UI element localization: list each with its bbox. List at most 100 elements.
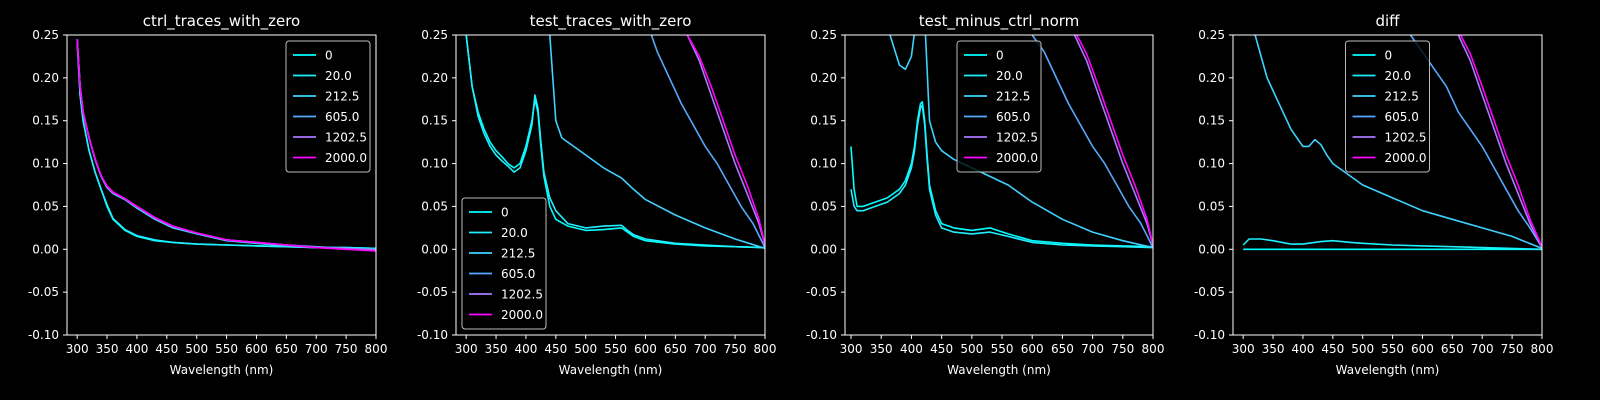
- legend: 0 20.0 212.5 605.0 1202.5 2000.0: [956, 40, 1042, 173]
- series-line-5: [1457, 35, 1542, 248]
- x-tick-label: 800: [754, 342, 777, 356]
- legend-label: 20.0: [996, 69, 1023, 83]
- x-tick-label: 400: [900, 342, 923, 356]
- x-tick-label: 450: [155, 342, 178, 356]
- x-tick-label: 600: [1411, 342, 1434, 356]
- y-tick-label: 0.05: [810, 199, 837, 213]
- y-tick-label: 0.10: [1198, 157, 1225, 171]
- x-axis-label: Wavelength (nm): [1336, 363, 1440, 377]
- legend-label: 212.5: [996, 90, 1030, 104]
- legend-label: 20.0: [501, 226, 528, 240]
- x-tick-label: 750: [1111, 342, 1134, 356]
- x-tick-label: 650: [1051, 342, 1074, 356]
- series-line-5: [1073, 35, 1153, 246]
- chart-title: test_traces_with_zero: [530, 12, 692, 31]
- legend-label: 1202.5: [325, 131, 367, 145]
- legend-label: 212.5: [325, 90, 359, 104]
- y-tick-label: 0.00: [810, 242, 837, 256]
- x-tick-label: 350: [485, 342, 508, 356]
- series-line-2: [850, 104, 1153, 249]
- legend-label: 212.5: [501, 247, 535, 261]
- series-line-5: [686, 35, 765, 246]
- x-axis-label: Wavelength (nm): [947, 363, 1051, 377]
- y-tick-label: 0.25: [810, 28, 837, 42]
- y-tick-label: 0.20: [32, 71, 59, 85]
- x-tick-label: 650: [275, 342, 298, 356]
- x-tick-label: 750: [724, 342, 747, 356]
- y-tick-label: 0.05: [421, 199, 448, 213]
- x-tick-label: 300: [840, 342, 863, 356]
- y-tick-label: 0.15: [32, 114, 59, 128]
- y-tick-label: 0.05: [1198, 199, 1225, 213]
- y-tick-label: 0.25: [1198, 28, 1225, 42]
- x-tick-label: 400: [125, 342, 148, 356]
- series-line-4: [1031, 35, 1153, 248]
- legend-label: 2000.0: [1385, 151, 1427, 165]
- series-group: [76, 39, 376, 252]
- x-tick-label: 700: [694, 342, 717, 356]
- legend: 0 20.0 212.5 605.0 1202.5 2000.0: [461, 197, 547, 330]
- x-axis-label: Wavelength (nm): [170, 363, 274, 377]
- x-tick-label: 550: [991, 342, 1014, 356]
- series-line-4: [650, 35, 765, 248]
- x-tick-label: 800: [1531, 342, 1554, 356]
- legend-label: 605.0: [1385, 110, 1419, 124]
- x-tick-label: 600: [245, 342, 268, 356]
- x-tick-label: 550: [215, 342, 238, 356]
- y-tick-label: -0.05: [1194, 285, 1225, 299]
- axes-frame: [1232, 34, 1543, 336]
- chart-title: diff: [1375, 12, 1400, 30]
- y-tick-label: -0.10: [806, 328, 837, 342]
- chart-panel-4: diff 300 350 400 450 500 550 600 650 700 750 800 -0.…: [1194, 12, 1554, 377]
- x-tick-label: 350: [1262, 342, 1285, 356]
- series-line-3: [889, 35, 1153, 249]
- legend-label: 0: [325, 49, 333, 63]
- y-tick-label: 0.10: [421, 157, 448, 171]
- axes-frame: [66, 34, 377, 336]
- series-group: [1242, 35, 1542, 251]
- x-tick-label: 450: [930, 342, 953, 356]
- series-line-2: [1242, 238, 1542, 251]
- x-tick-label: 300: [1232, 342, 1255, 356]
- legend-label: 212.5: [1385, 90, 1419, 104]
- y-tick-label: 0.25: [32, 28, 59, 42]
- legend-label: 1202.5: [1385, 131, 1427, 145]
- y-tick-label: 0.15: [421, 114, 448, 128]
- x-tick-label: 500: [1351, 342, 1374, 356]
- x-tick-label: 600: [1021, 342, 1044, 356]
- legend: 0 20.0 212.5 605.0 1202.5 2000.0: [1345, 40, 1430, 173]
- y-tick-label: 0.10: [810, 157, 837, 171]
- legend-label: 605.0: [325, 110, 359, 124]
- x-tick-label: 550: [1381, 342, 1404, 356]
- legend-label: 2000.0: [501, 308, 543, 322]
- y-tick-label: 0.00: [1198, 242, 1225, 256]
- x-tick-label: 350: [96, 342, 119, 356]
- legend-label: 0: [996, 49, 1004, 63]
- series-line-2: [465, 35, 765, 249]
- chart-title: test_minus_ctrl_norm: [919, 12, 1080, 31]
- series-line-6: [1075, 35, 1153, 246]
- x-tick-label: 300: [66, 342, 89, 356]
- y-tick-label: -0.05: [28, 285, 59, 299]
- x-tick-label: 700: [1471, 342, 1494, 356]
- series-line-6: [76, 39, 376, 252]
- legend-label: 2000.0: [996, 151, 1038, 165]
- y-tick-label: -0.05: [417, 285, 448, 299]
- y-tick-label: 0.00: [32, 242, 59, 256]
- x-tick-label: 400: [514, 342, 537, 356]
- x-tick-label: 450: [544, 342, 567, 356]
- x-tick-label: 600: [634, 342, 657, 356]
- legend-label: 0: [1385, 49, 1393, 63]
- y-tick-label: 0.15: [1198, 114, 1225, 128]
- x-tick-label: 450: [1321, 342, 1344, 356]
- legend: 0 20.0 212.5 605.0 1202.5 2000.0: [285, 40, 371, 173]
- x-tick-label: 650: [1441, 342, 1464, 356]
- y-tick-label: -0.10: [1194, 328, 1225, 342]
- legend-box: [461, 197, 547, 330]
- legend-label: 1202.5: [996, 131, 1038, 145]
- x-tick-label: 350: [870, 342, 893, 356]
- legend-label: 605.0: [996, 110, 1030, 124]
- x-tick-label: 500: [185, 342, 208, 356]
- legend-label: 0: [501, 206, 509, 220]
